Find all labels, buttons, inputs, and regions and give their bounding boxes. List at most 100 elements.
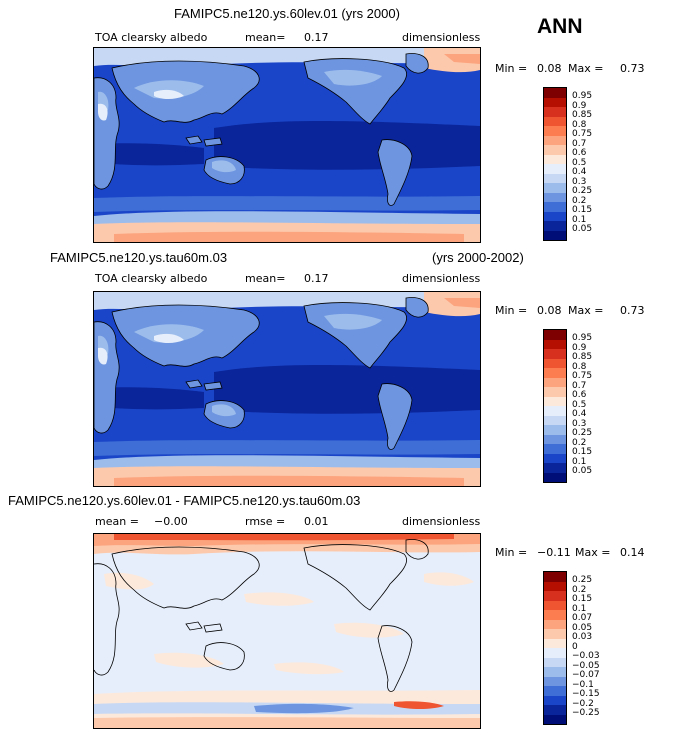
panel-3-mean-value: −0.00 (154, 515, 188, 528)
colorbar-swatch (544, 434, 566, 444)
panel-2-variable: TOA clearsky albedo (95, 272, 208, 285)
colorbar-tick-label: 0.95 (572, 91, 593, 101)
colorbar-swatch (544, 154, 566, 164)
colorbar-tick-label: 0.2 (572, 437, 587, 448)
colorbar-tick-label: −0.07 (572, 670, 600, 680)
colorbar-swatch (544, 657, 566, 667)
colorbar-tick-label: 0.25 (572, 186, 593, 196)
panel-1-colorbar-ticks: 0.95 0.9 0.85 0.8 0.75 0.7 0.6 0.5 0.4 0… (572, 87, 612, 239)
colorbar-swatch (544, 453, 566, 463)
panel-2-min-label: Min = (495, 304, 528, 317)
panel-3-rmse-value: 0.01 (304, 515, 329, 528)
panel-3-colorbar (543, 571, 567, 725)
colorbar-swatch (544, 183, 566, 193)
panel-3-min-value: −0.11 (537, 546, 571, 559)
colorbar-swatch (544, 349, 566, 359)
panel-2-colorbar (543, 329, 567, 483)
colorbar-tick-label: 0.2 (572, 584, 587, 595)
panel-1-units: dimensionless (402, 31, 481, 44)
panel-3-rmse-label: rmse = (245, 515, 286, 528)
colorbar-tick-label: 0.5 (572, 399, 587, 410)
colorbar-swatch (544, 88, 566, 98)
colorbar-swatch (544, 107, 566, 117)
panel-1-min-value: 0.08 (537, 62, 562, 75)
colorbar-swatch (544, 173, 566, 183)
colorbar-tick-label: −0.15 (572, 689, 600, 699)
colorbar-tick-label: 0.75 (572, 371, 593, 381)
panel-2-colorbar-ticks: 0.95 0.9 0.85 0.8 0.75 0.7 0.6 0.5 0.4 0… (572, 329, 612, 481)
panel-3-colorbar-ticks: 0.25 0.2 0.15 0.1 0.07 0.05 0.03 0 −0.03… (572, 571, 622, 723)
colorbar-swatch (544, 619, 566, 629)
colorbar-swatch (544, 610, 566, 620)
colorbar-swatch (544, 164, 566, 174)
colorbar-tick-label: 0.05 (572, 466, 593, 476)
colorbar-tick-label: 0.15 (572, 205, 593, 215)
colorbar-swatch (544, 406, 566, 416)
panel-2-mean-value: 0.17 (304, 272, 329, 285)
colorbar-tick-label: 0.1 (572, 214, 587, 225)
panel-2-title: FAMIPC5.ne120.ys.tau60m.03 (50, 250, 228, 265)
panel-1-min-label: Min = (495, 62, 528, 75)
colorbar-swatch (544, 202, 566, 212)
colorbar-tick-label: 0.75 (572, 129, 593, 139)
colorbar-tick-label: 0.25 (572, 575, 593, 585)
panel-1-map (93, 47, 481, 243)
colorbar-tick-label: 0 (572, 641, 578, 652)
colorbar-tick-label: 0.4 (572, 409, 587, 419)
colorbar-tick-label: 0.05 (572, 622, 593, 633)
colorbar-swatch (544, 192, 566, 202)
colorbar-swatch (544, 714, 566, 724)
colorbar-tick-label: −0.2 (572, 698, 594, 709)
colorbar-tick-label: 0.95 (572, 333, 593, 343)
colorbar-tick-label: 0.9 (572, 100, 587, 111)
panel-2-years: (yrs 2000-2002) (432, 250, 524, 265)
panel-2-max-label: Max = (568, 304, 604, 317)
colorbar-tick-label: −0.1 (572, 679, 594, 690)
colorbar-swatch (544, 330, 566, 340)
colorbar-tick-label: 0.1 (572, 603, 587, 614)
colorbar-swatch (544, 695, 566, 705)
colorbar-swatch (544, 463, 566, 473)
colorbar-tick-label: 0.7 (572, 138, 587, 149)
panel-2-min-value: 0.08 (537, 304, 562, 317)
colorbar-swatch (544, 415, 566, 425)
colorbar-tick-label: 0.5 (572, 157, 587, 168)
colorbar-swatch (544, 145, 566, 155)
panel-3-max-value: 0.14 (620, 546, 645, 559)
colorbar-tick-label: 0.6 (572, 148, 587, 158)
colorbar-tick-label: 0.8 (572, 119, 587, 130)
colorbar-tick-label: 0.6 (572, 390, 587, 400)
colorbar-swatch (544, 705, 566, 715)
colorbar-tick-label: 0.1 (572, 456, 587, 467)
colorbar-swatch (544, 387, 566, 397)
panel-3-min-label: Min = (495, 546, 528, 559)
panel-2-mean-label: mean= (245, 272, 286, 285)
panel-3-mean-label: mean = (95, 515, 139, 528)
colorbar-swatch (544, 377, 566, 387)
colorbar-swatch (544, 686, 566, 696)
colorbar-swatch (544, 126, 566, 136)
panel-1-max-label: Max = (568, 62, 604, 75)
panel-3-map (93, 533, 481, 729)
panel-3-units: dimensionless (402, 515, 481, 528)
colorbar-tick-label: 0.15 (572, 447, 593, 457)
panel-1-max-value: 0.73 (620, 62, 645, 75)
colorbar-tick-label: 0.3 (572, 176, 587, 187)
colorbar-swatch (544, 572, 566, 582)
panel-3-title: FAMIPC5.ne120.ys.60lev.01 - FAMIPC5.ne12… (8, 493, 361, 508)
panel-2-max-value: 0.73 (620, 304, 645, 317)
colorbar-tick-label: 0.7 (572, 380, 587, 391)
colorbar-swatch (544, 648, 566, 658)
colorbar-tick-label: 0.03 (572, 632, 593, 642)
panel-1-mean-label: mean= (245, 31, 286, 44)
colorbar-tick-label: 0.07 (572, 613, 593, 623)
panel-1-mean-value: 0.17 (304, 31, 329, 44)
colorbar-swatch (544, 116, 566, 126)
colorbar-tick-label: 0.8 (572, 361, 587, 372)
colorbar-tick-label: −0.25 (572, 708, 600, 718)
colorbar-swatch (544, 638, 566, 648)
colorbar-tick-label: −0.05 (572, 660, 600, 671)
colorbar-tick-label: 0.2 (572, 195, 587, 206)
colorbar-swatch (544, 444, 566, 454)
colorbar-tick-label: 0.4 (572, 167, 587, 177)
